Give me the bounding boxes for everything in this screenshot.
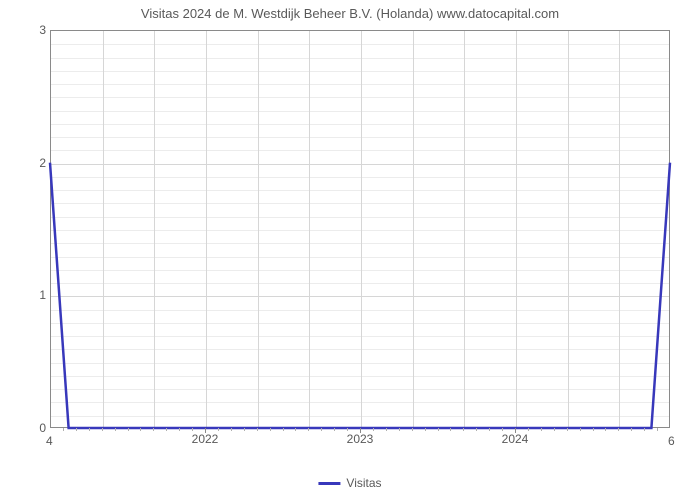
legend-swatch: [318, 482, 340, 485]
x-tick-minor: [334, 428, 335, 431]
x-tick-minor: [502, 428, 503, 431]
x-tick-minor: [76, 428, 77, 431]
x-tick-minor: [438, 428, 439, 431]
x-tick-minor: [541, 428, 542, 431]
x-tick-minor: [631, 428, 632, 431]
x-tick-minor: [179, 428, 180, 431]
data-line-svg: [50, 30, 670, 428]
x-axis-label: 2023: [347, 432, 374, 446]
x-tick-minor: [128, 428, 129, 431]
x-tick-minor: [644, 428, 645, 431]
x-tick-minor: [605, 428, 606, 431]
x-tick-minor: [463, 428, 464, 431]
x-tick-minor: [657, 428, 658, 431]
x-tick-minor: [554, 428, 555, 431]
x-tick-minor: [450, 428, 451, 431]
x-tick-minor: [231, 428, 232, 431]
x-tick-minor: [283, 428, 284, 431]
y-axis-label: 0: [6, 421, 46, 435]
series-path: [50, 163, 670, 428]
x-tick-minor: [489, 428, 490, 431]
x-tick-minor: [321, 428, 322, 431]
x-tick-minor: [476, 428, 477, 431]
x-tick-minor: [308, 428, 309, 431]
x-tick-minor: [567, 428, 568, 431]
x-tick-minor: [412, 428, 413, 431]
x-corner-right: 6: [668, 434, 675, 448]
x-tick-minor: [399, 428, 400, 431]
x-corner-left: 4: [46, 434, 53, 448]
x-tick-minor: [425, 428, 426, 431]
x-tick-minor: [153, 428, 154, 431]
x-tick-minor: [593, 428, 594, 431]
x-tick-minor: [192, 428, 193, 431]
y-axis-label: 2: [6, 156, 46, 170]
x-tick-minor: [373, 428, 374, 431]
x-tick-minor: [528, 428, 529, 431]
x-tick-minor: [115, 428, 116, 431]
x-tick-minor: [63, 428, 64, 431]
y-axis-label: 3: [6, 23, 46, 37]
x-tick-minor: [295, 428, 296, 431]
x-tick-minor: [386, 428, 387, 431]
chart-container: Visitas 2024 de M. Westdijk Beheer B.V. …: [0, 0, 700, 500]
legend-label: Visitas: [346, 476, 381, 490]
x-tick-minor: [244, 428, 245, 431]
x-tick-minor: [618, 428, 619, 431]
x-tick-minor: [89, 428, 90, 431]
x-tick-minor: [257, 428, 258, 431]
x-tick-minor: [140, 428, 141, 431]
x-tick-minor: [218, 428, 219, 431]
chart-title: Visitas 2024 de M. Westdijk Beheer B.V. …: [0, 6, 700, 21]
y-axis-label: 1: [6, 288, 46, 302]
x-tick-minor: [270, 428, 271, 431]
x-axis-label: 2024: [502, 432, 529, 446]
x-tick-minor: [102, 428, 103, 431]
x-tick-minor: [347, 428, 348, 431]
legend: Visitas: [318, 476, 381, 490]
x-tick-minor: [580, 428, 581, 431]
x-axis-label: 2022: [192, 432, 219, 446]
x-tick-minor: [166, 428, 167, 431]
